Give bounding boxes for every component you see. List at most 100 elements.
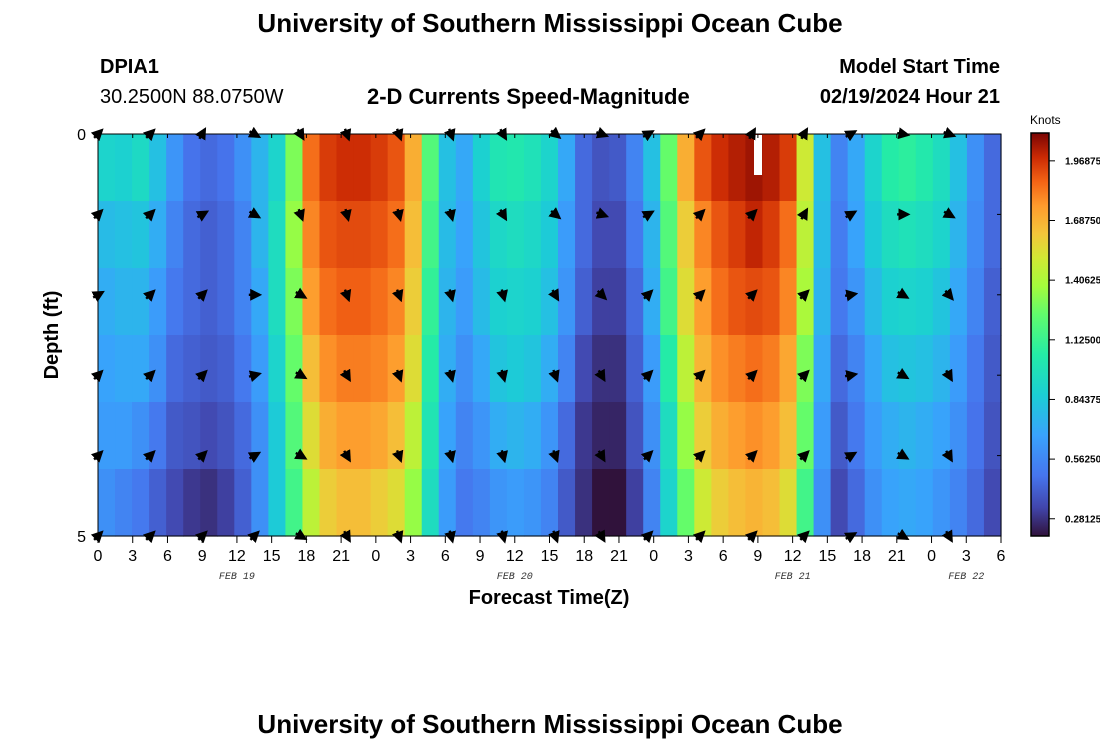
heatmap-cell	[540, 134, 559, 202]
heatmap-cell	[540, 469, 559, 537]
current-vector-arrow	[195, 450, 208, 463]
current-vector-arrow	[339, 288, 352, 303]
x-tick-label: 9	[476, 548, 485, 565]
current-vector-arrow	[444, 208, 456, 223]
heatmap-cell	[949, 335, 968, 403]
heatmap-cell	[506, 469, 525, 537]
heatmap-cell	[864, 201, 883, 269]
heatmap-cell	[728, 402, 747, 470]
heatmap-cell	[285, 402, 304, 470]
heatmap-cell	[166, 201, 184, 269]
heatmap-cell	[609, 469, 627, 537]
repeat-title: University of Southern Mississippi Ocean…	[257, 709, 843, 739]
current-vector-arrow	[339, 368, 351, 383]
heatmap-cell	[540, 335, 559, 403]
heatmap-cell	[319, 335, 338, 403]
x-tick-label: 6	[163, 548, 172, 565]
current-vector-arrow	[142, 450, 156, 463]
heatmap-cell	[200, 469, 218, 537]
heatmap-cell	[217, 268, 235, 336]
heatmap-cell	[626, 268, 644, 336]
heatmap-cell	[200, 134, 218, 202]
heatmap-cell	[438, 201, 457, 269]
heatmap-cell	[779, 402, 798, 470]
heatmap-cell	[575, 402, 593, 470]
heatmap-cell	[421, 201, 440, 269]
heatmap-cell	[217, 402, 235, 470]
model-start-value: 02/19/2024 Hour 21	[819, 86, 1000, 108]
heatmap-cell	[302, 469, 321, 537]
heatmap-cell	[881, 335, 900, 403]
heatmap-cell	[455, 201, 474, 269]
heatmap-cell	[728, 469, 747, 537]
heatmap-cell	[966, 268, 985, 336]
heatmap-cell	[251, 335, 269, 403]
heatmap-cell	[949, 402, 968, 470]
heatmap-cell	[762, 201, 781, 269]
heatmap-cell	[898, 268, 917, 336]
heatmap-cell	[166, 335, 184, 403]
heatmap-cell	[489, 335, 508, 403]
heatmap-cell	[864, 134, 883, 202]
heatmap-cell	[932, 469, 951, 537]
heatmap-cell	[609, 134, 627, 202]
heatmap-cell	[370, 402, 389, 470]
heatmap-cell	[166, 469, 184, 537]
x-tick-label: 6	[719, 548, 728, 565]
heatmap-cell	[472, 402, 491, 470]
current-vector-arrow	[595, 207, 610, 219]
heatmap-cell	[455, 469, 474, 537]
x-tick-label: 21	[610, 548, 628, 565]
heatmap-cell	[336, 469, 355, 537]
heatmap-cell	[200, 335, 218, 403]
current-vector-arrow	[640, 450, 654, 463]
heatmap-cell	[898, 201, 917, 269]
heatmap-cell	[149, 268, 167, 336]
current-vector-arrow	[640, 369, 654, 383]
heatmap-cell	[881, 201, 900, 269]
heatmap-cell	[558, 268, 576, 336]
colorbar-tick-label: 0.84375	[1065, 395, 1100, 406]
heatmap-cell	[881, 402, 900, 470]
heatmap-cell	[558, 201, 576, 269]
heatmap-cell	[864, 268, 883, 336]
heatmap-cell	[200, 268, 218, 336]
colorbar-tick-label: 1.40625	[1065, 276, 1100, 287]
current-vector-arrow	[797, 450, 810, 463]
heatmap-cell	[983, 402, 1002, 470]
heatmap-cell	[847, 402, 866, 470]
heatmap-cell	[677, 469, 695, 537]
heatmap-cell	[387, 469, 406, 537]
heatmap-cell	[830, 268, 849, 336]
heatmap-cell	[166, 268, 184, 336]
heatmap-cell	[711, 469, 729, 537]
heatmap-cell	[115, 134, 133, 202]
x-tick-label: 0	[927, 548, 936, 565]
current-vector-arrow	[843, 451, 858, 463]
heatmap-cell	[796, 335, 815, 403]
current-vector-arrow	[339, 449, 351, 463]
heatmap-cell	[268, 201, 287, 269]
heatmap-cell	[132, 469, 150, 537]
heatmap-cell	[915, 134, 934, 202]
heatmap-cell	[200, 402, 218, 470]
heatmap-cell	[404, 268, 423, 336]
heatmap-cell	[728, 134, 747, 202]
heatmap-cell	[762, 268, 781, 336]
page-title: University of Southern Mississippi Ocean…	[257, 8, 843, 38]
heatmap-cell	[745, 402, 764, 470]
heatmap-cell	[983, 201, 1002, 269]
heatmap-cell	[387, 134, 406, 202]
heatmap-cell	[370, 134, 389, 202]
heatmap-cell	[217, 134, 235, 202]
heatmap-cell	[626, 335, 644, 403]
heatmap-cell	[438, 469, 457, 537]
heatmap-cell	[762, 402, 781, 470]
heatmap-cell	[234, 268, 252, 336]
heatmap-cell	[234, 402, 252, 470]
heatmap-cell	[319, 201, 338, 269]
heatmap-cell	[489, 268, 508, 336]
heatmap-cell	[251, 134, 269, 202]
heatmap-cell	[251, 402, 269, 470]
heatmap-cell	[966, 335, 985, 403]
